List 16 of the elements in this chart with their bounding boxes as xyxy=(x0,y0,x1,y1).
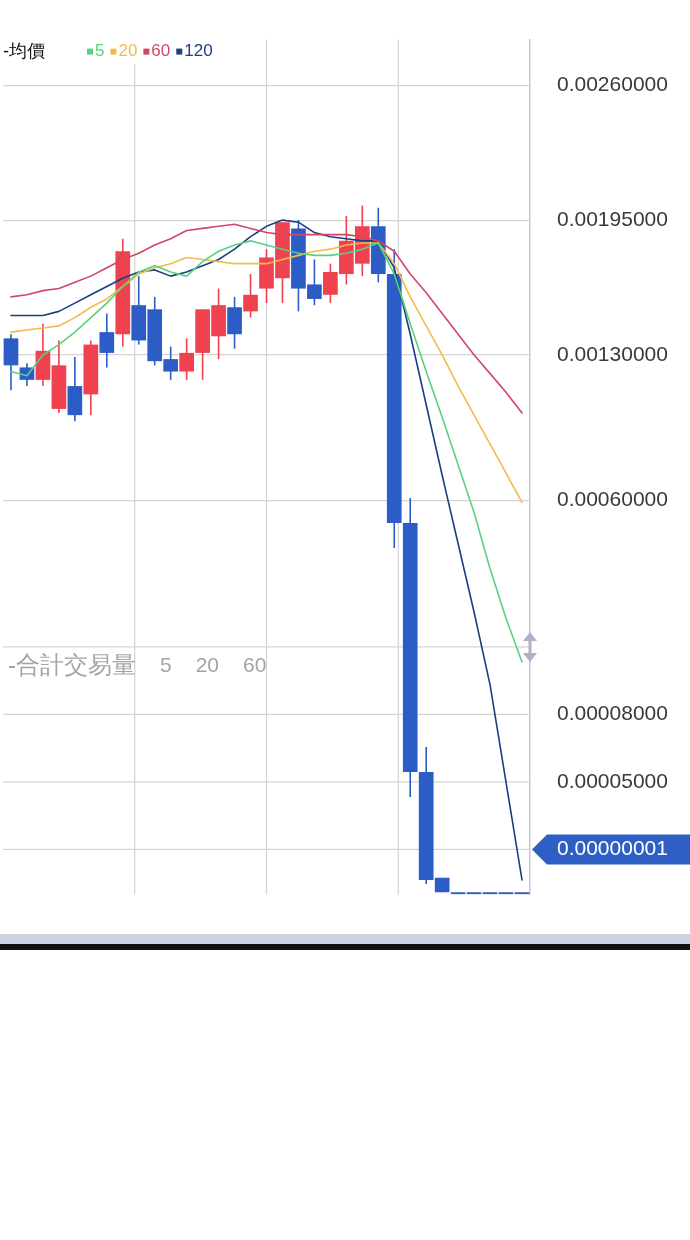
candlestick xyxy=(243,273,258,319)
annotation: -合計交易量 5 20 60 xyxy=(8,650,267,678)
legend-label: 5 xyxy=(94,41,105,61)
y-tick-label: 0.00260000 xyxy=(557,72,668,96)
y2-tick-label: 0.00008000 xyxy=(557,701,668,725)
legend-title: -均價 xyxy=(3,40,45,61)
text: 0.00000001 xyxy=(557,836,668,860)
y-tick-label: 0.00130000 xyxy=(557,341,668,365)
legend-label: 60 xyxy=(151,41,171,61)
legend-label: 120 xyxy=(184,41,213,61)
candlestick xyxy=(179,337,194,381)
y-tick-label: 0.00060000 xyxy=(557,486,668,510)
y-tick-label: 0.00195000 xyxy=(557,206,668,230)
candlestick xyxy=(99,312,115,369)
y2-tick-label: 0.00005000 xyxy=(557,768,668,792)
legend-label: 20 xyxy=(118,41,138,61)
